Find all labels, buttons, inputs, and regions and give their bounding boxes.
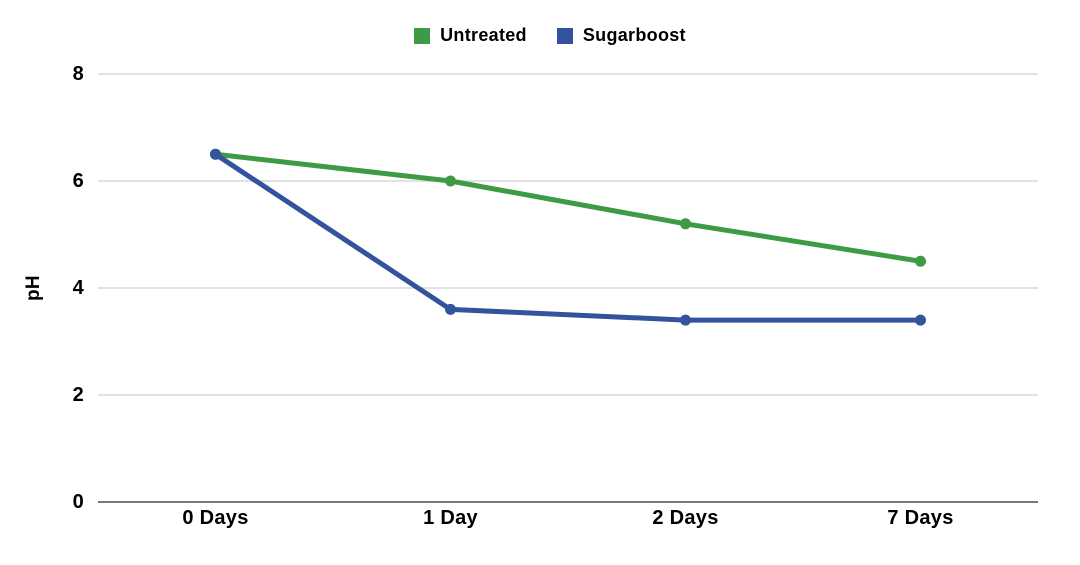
x-tick-label-7-days: 7 Days — [887, 507, 954, 529]
data-point-sugarboost-7-days[interactable] — [915, 314, 926, 326]
y-tick-label-6: 6 — [72, 170, 84, 192]
y-tick-label-4: 4 — [72, 277, 84, 299]
x-axis-ticks: 0 Days 1 Day 2 Days 7 Days — [0, 507, 1080, 537]
data-point-sugarboost-2-days[interactable] — [680, 314, 691, 326]
x-tick-label-2-days: 2 Days — [652, 507, 719, 529]
x-tick-label-1-day: 1 Day — [423, 507, 478, 529]
y-tick-label-0: 0 — [72, 491, 84, 513]
data-point-untreated-1-day[interactable] — [445, 175, 456, 187]
series-line-sugarboost — [213, 151, 923, 323]
y-tick-label-8: 8 — [72, 63, 84, 85]
x-tick-label-0-days: 0 Days — [182, 507, 249, 529]
series-line-untreated — [213, 151, 923, 264]
data-point-untreated-7-days[interactable] — [915, 255, 926, 267]
legend-swatch-icon — [556, 27, 573, 44]
chart-legend: Untreated Sugarboost — [10, 25, 1080, 46]
legend-swatch-icon — [414, 27, 431, 44]
legend-item-sugarboost[interactable]: Sugarboost — [556, 25, 686, 46]
legend-item-untreated[interactable]: Untreated — [414, 25, 527, 46]
y-axis-ticks: 0 2 4 6 8 — [0, 0, 84, 565]
data-point-sugarboost-1-day[interactable] — [445, 303, 456, 315]
legend-label: Untreated — [440, 25, 527, 45]
data-point-untreated-2-days[interactable] — [680, 218, 691, 230]
y-tick-label-2: 2 — [72, 384, 84, 406]
data-point-sugarboost-0-days[interactable] — [210, 148, 221, 160]
legend-label: Sugarboost — [582, 25, 686, 45]
